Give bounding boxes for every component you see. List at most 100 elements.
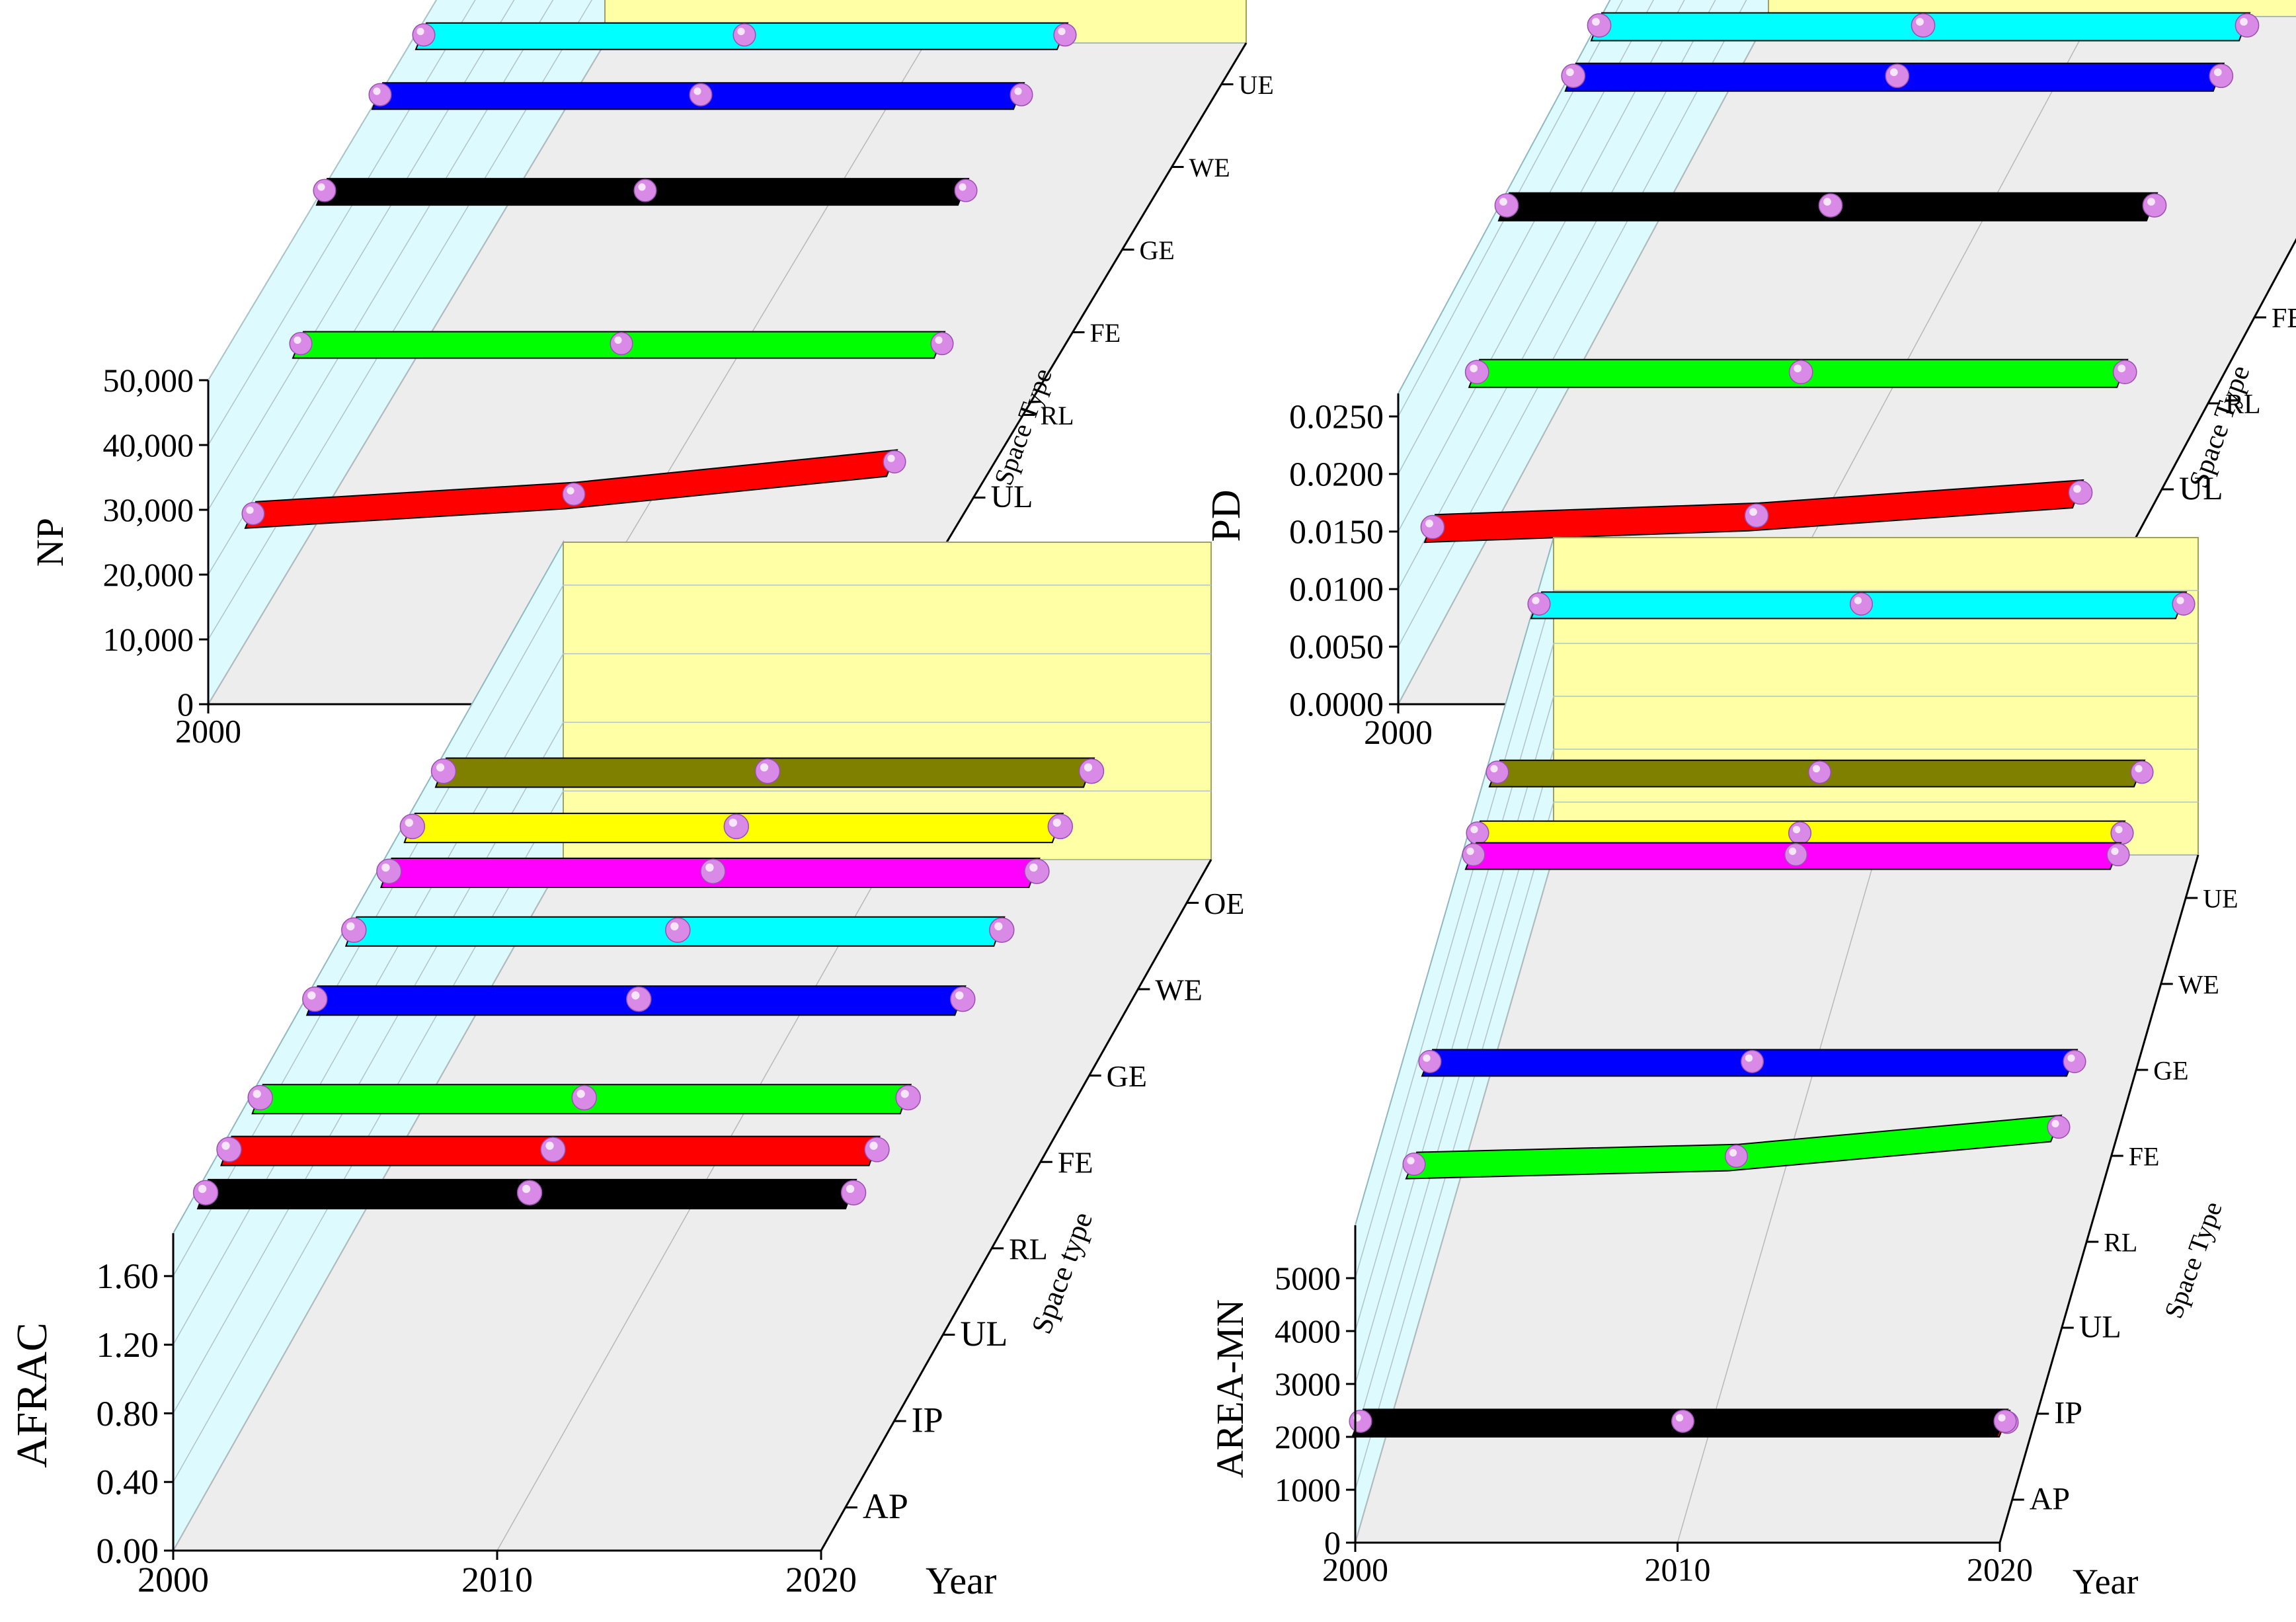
data-point-highlight — [436, 763, 445, 772]
z-axis-title: Space Type — [2158, 1197, 2228, 1322]
x-gridline — [208, 42, 606, 705]
y-tick-label: 0.0150 — [1289, 514, 1384, 551]
data-point — [665, 917, 691, 943]
data-point — [1724, 1145, 1749, 1168]
z-tick-label: RL — [1009, 1232, 1048, 1266]
y-tick-label: 0.0250 — [1289, 398, 1384, 436]
y-axis-title: AFRAC — [8, 1322, 56, 1468]
data-point — [1402, 1153, 1426, 1176]
data-point-highlight — [1470, 364, 1478, 373]
data-point-highlight — [198, 1184, 207, 1194]
data-point — [341, 917, 367, 943]
data-point-highlight — [2067, 1054, 2075, 1062]
data-point-highlight — [1916, 18, 1924, 26]
data-point — [2047, 1115, 2071, 1139]
data-point — [2112, 360, 2137, 385]
data-point-highlight — [1729, 1149, 1737, 1156]
data-point-highlight — [416, 28, 424, 36]
data-point — [1078, 758, 1105, 784]
data-point-highlight — [1565, 68, 1574, 77]
data-point — [895, 1084, 921, 1111]
chart-panel-1: 010,00020,00030,00040,00050,000200020102… — [28, 0, 1274, 772]
y-tick-label: 0 — [1324, 1524, 1341, 1561]
data-point — [2130, 760, 2154, 784]
data-point — [1420, 514, 1445, 540]
data-point-highlight — [1675, 1414, 1684, 1422]
z-tick-label: AP — [863, 1486, 908, 1526]
data-point-highlight — [1794, 364, 1802, 373]
data-point-highlight — [522, 1184, 531, 1194]
y-gridline — [208, 0, 515, 510]
y-gridline — [208, 0, 593, 640]
data-point — [430, 758, 457, 784]
data-point-highlight — [1407, 1156, 1415, 1164]
y-tick-label: 1.20 — [97, 1325, 159, 1365]
data-point-highlight — [935, 336, 943, 344]
data-point — [633, 179, 657, 202]
data-point-highlight — [1423, 1054, 1431, 1062]
x-tick-label: 2020 — [785, 1560, 857, 1600]
z-tick-label: RL — [1041, 401, 1074, 430]
data-point-highlight — [670, 922, 679, 931]
data-point-highlight — [2176, 596, 2184, 604]
z-tick-label: FE — [2129, 1141, 2160, 1171]
y-gridline — [1355, 590, 2198, 1279]
y-gridline — [173, 790, 1211, 1482]
x-axis-title: Year — [926, 1559, 996, 1602]
data-point — [302, 986, 328, 1012]
data-point-highlight — [1854, 596, 1862, 604]
x-tick-label: 2010 — [461, 1560, 533, 1600]
data-point-highlight — [1425, 519, 1433, 528]
y-tick-label: 2000 — [1275, 1418, 1341, 1455]
data-point-highlight — [887, 454, 895, 462]
data-point — [1993, 1409, 2017, 1433]
data-point-highlight — [1792, 826, 1801, 834]
data-point-highlight — [1592, 18, 1600, 26]
data-point — [562, 482, 586, 506]
data-point — [1788, 360, 1813, 385]
y-gridline — [208, 0, 437, 381]
data-point — [516, 1180, 543, 1205]
data-point — [2068, 480, 2093, 505]
data-point-highlight — [705, 863, 714, 872]
y-gridline — [1398, 0, 1747, 647]
x-tick-label: 2010 — [1645, 1551, 1711, 1588]
z-axis-title: Space type — [1025, 1208, 1099, 1338]
data-point-highlight — [1745, 1054, 1753, 1062]
z-tick-label: RL — [2225, 389, 2261, 420]
data-point — [610, 332, 633, 356]
data-point — [954, 179, 978, 202]
data-point — [2063, 1049, 2086, 1073]
data-point — [626, 986, 652, 1012]
data-point — [2110, 821, 2134, 845]
data-point-highlight — [2135, 765, 2143, 773]
data-point — [1466, 821, 1489, 845]
data-point-highlight — [760, 763, 769, 772]
data-point — [2142, 193, 2167, 218]
data-point-highlight — [1058, 28, 1066, 36]
z-tick-label: WE — [1155, 973, 1203, 1006]
data-point — [1744, 503, 1769, 528]
data-point-highlight — [2240, 18, 2248, 26]
data-point — [754, 758, 781, 784]
x-axis-title: Year — [2073, 1562, 2139, 1602]
data-point-highlight — [1889, 68, 1898, 77]
data-point — [1494, 193, 1519, 218]
y-gridline — [1355, 749, 2198, 1438]
z-axis-line — [1999, 854, 2199, 1543]
chart-panel-2: 0.0000 0.0050 0.0100 0.0150 0.0200 0.0250 2000… — [1204, 0, 2296, 774]
data-point-highlight — [869, 1141, 878, 1150]
y-gridline — [1355, 643, 2198, 1332]
x-tick-label: 2000 — [1322, 1551, 1388, 1588]
z-tick-label: WE — [2178, 969, 2219, 999]
data-point — [1053, 23, 1077, 47]
data-point-highlight — [2111, 847, 2119, 855]
data-point — [930, 332, 954, 356]
y-tick-label: 0.0200 — [1289, 456, 1384, 494]
y-axis-title: AREA-MN — [1208, 1299, 1251, 1479]
data-point — [1788, 821, 1812, 845]
data-point — [1462, 843, 1485, 867]
data-point — [368, 83, 392, 106]
chart-panel-3: 0.00 0.40 0.80 1.20 1.60 2000 2010 2020 Year AFRA… — [8, 540, 1244, 1602]
data-point — [989, 917, 1015, 943]
